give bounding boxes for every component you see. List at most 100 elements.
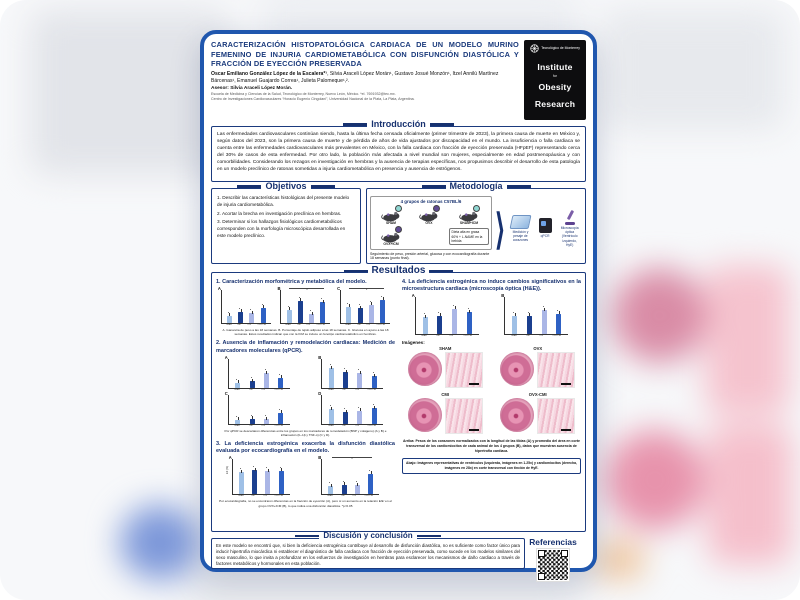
section-referencias: Referencias [522,537,584,582]
brace-glyph: ⟩ [495,204,506,253]
bar-chart: B SHAM CMI OVX OVX+CMI * [277,286,331,326]
affiliation-2: Centro de Investigaciones Cardiovascular… [211,97,415,102]
bar-chart: B SHAM CMI OVX OVX+CMI [501,293,569,338]
backdrop-blob [612,268,707,363]
bar [260,303,266,324]
authors-line: Oscar Emiliano González López de la Esca… [211,71,519,85]
chart-plot [227,358,290,389]
poster-header: CARACTERIZACIÓN HISTOPATOLÓGICA CARDIACA… [211,40,586,120]
bar [343,408,349,424]
followup-note: Seguimiento de peso, presión arterial, g… [370,251,490,261]
backdrop-blob [605,430,705,530]
bar-chart: C SHAM CMI OVX OVX+CMI [225,391,290,427]
cardiomyocyte-image [537,398,576,435]
x-tick-labels: SHAM CMI OVX OVX+CMI [327,424,377,427]
ventricle-section-image [407,352,442,387]
x-tick-labels: SHAM CMI OVX OVX+CMI [345,324,385,327]
objetivo-item: 3. Determinar si los hallazgos fisiológi… [217,219,346,239]
chart-plot [220,290,271,325]
ovary-status-icon [394,205,402,212]
bar [354,481,360,495]
step-qpcr: qPCR [534,218,556,238]
qr-finder [538,550,545,557]
mouse-group: SHAM+ICM [449,205,489,225]
bar [368,469,374,495]
bar [371,372,377,388]
poster-title: CARACTERIZACIÓN HISTOPATOLÓGICA CARDIACA… [211,40,519,69]
chart-letter: B [318,354,322,360]
ovary-status-icon [472,205,480,212]
histology-pair: CMI [402,392,489,435]
bar [249,309,255,324]
microscope-icon [563,210,577,226]
group-label: SHAM [386,221,396,225]
significance-marker: * [349,288,385,292]
ventricle-section-image [407,398,442,433]
step-heart-measure: Medición y pesaje de corazones [509,214,532,242]
ovary-status-icon [394,226,402,234]
bar [357,406,363,424]
section-introduccion: Introducción Las enfermedades cardiovasc… [211,120,586,182]
bar [368,300,374,324]
bar-chart: C SHAM CMI OVX OVX+CMI * [337,286,391,327]
bar [278,408,284,424]
research-poster[interactable]: CARACTERIZACIÓN HISTOPATOLÓGICA CARDIACA… [200,30,597,582]
histology-group-label: OVX-CMI [528,392,547,398]
bar [320,298,326,324]
ventricle-section-image [500,398,535,433]
group-label: SHAM+ICM [459,221,479,225]
result-4-caption-top: Arriba: Pesos de los corazones normaliza… [403,439,580,454]
result-3-charts: A EF (%) SHAM CMI OVX OVX+CMI B SHAM CMI OVX OVX+… [216,455,395,497]
cardiomyocyte-image [444,352,483,389]
chart-letter: D [318,390,322,396]
bar-chart: A SHAM CMI OVX OVX+CMI [412,293,479,338]
bar-chart: A SHAM CMI OVX OVX+CMI [218,286,271,327]
x-tick-labels: SHAM CMI OVX OVX+CMI [234,424,283,427]
mouse-group: OVX+ICM [373,226,409,246]
bar [235,415,241,424]
bar [343,368,349,388]
mouse-icon [419,211,438,222]
histology-pair: OVX [495,346,582,389]
significance-marker: * [331,457,373,461]
histology-pair: SHAM [402,346,489,389]
referencias-heading: Referencias [529,537,577,547]
cardiomyocyte-image [537,352,576,389]
bar [328,482,334,495]
results-left-column: 1. Caracterización morfométrica y metabó… [216,279,395,521]
mouse-icon [381,211,400,222]
result-2-charts: A SHAM CMI OVX OVX+CMI B SHAM CMI OVX OVX+CMI C S… [216,355,395,427]
scale-icon [509,214,532,229]
bar [341,480,347,495]
results-right-column: 4. La deficiencia estrogénica no induce … [402,279,581,521]
qr-code [536,548,570,582]
bar [452,304,458,335]
x-tick-labels: SHAM CMI OVX OVX+CMI [225,324,266,327]
x-tick-labels: SHAM CMI OVX OVX+CMI [421,335,472,338]
bar [238,468,244,495]
chart-plot [321,358,384,389]
groups-title: 4 grupos de ratonas C57BL/6 [400,199,462,204]
section-resultados: Resultados 1. Caracterización morfométri… [211,266,586,532]
result-1-caption: A. Ganancia de peso a las 18 semanas. B.… [222,328,389,337]
chart-letter: B [318,455,322,461]
chart-plot [414,297,479,336]
bar-chart: B SHAM CMI OVX OVX+CMI * [318,455,380,497]
mouse-group: OVX [411,205,447,225]
significance-marker: * [289,288,325,292]
backdrop-blob [705,265,790,415]
bar [286,305,292,324]
result-4-title: 4. La deficiencia estrogénica no induce … [402,279,581,293]
objetivo-item: 1. Describir las características histoló… [217,195,350,207]
bar [466,308,472,335]
ventricle-section-image [500,352,535,387]
chart-plot [321,459,380,496]
chart-letter: B [501,293,505,299]
mouse-group: SHAM [373,205,409,225]
x-tick-labels: SHAM CMI OVX OVX+CMI [234,388,283,391]
x-tick-labels: SHAM CMI OVX OVX+CMI [511,335,562,338]
resultados-heading: Resultados [212,266,585,276]
bar [380,295,386,324]
bar [235,378,241,388]
